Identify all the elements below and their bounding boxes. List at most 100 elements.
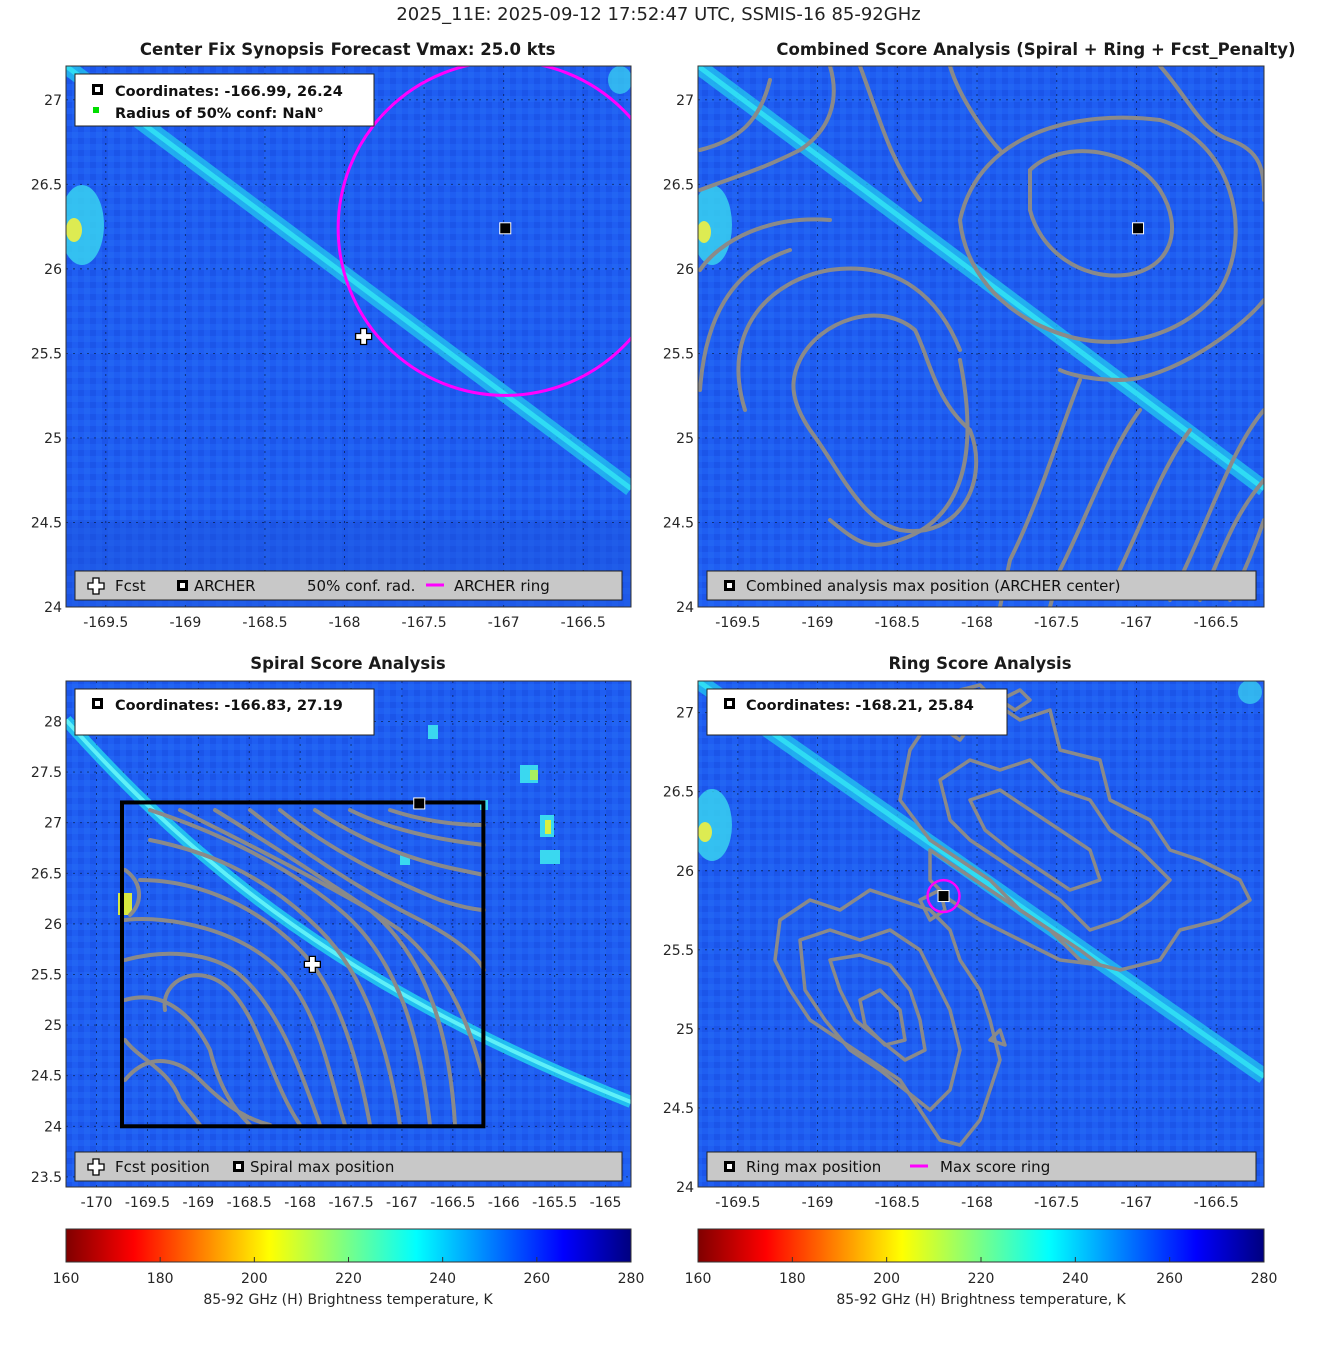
max-score-ring (926, 878, 961, 914)
x-tick-label: -167 (488, 615, 520, 631)
info-green-dot-icon (93, 107, 99, 113)
colorbar-tick-label: 200 (873, 1271, 900, 1287)
spiral-legend (74, 1151, 623, 1182)
x-tick-label: -166 (488, 1195, 520, 1211)
synopsis-warm-core (66, 218, 82, 242)
legend-archer-ring: ARCHER ring (454, 577, 550, 595)
combined-contour (948, 66, 1002, 152)
spiral-contour (123, 995, 252, 1127)
synopsis-cold-band-core (66, 66, 631, 491)
y-tick-label: 25.5 (31, 346, 62, 362)
spiral-contour (388, 808, 486, 827)
spiral-contour (213, 808, 486, 1082)
legend-fcst: Fcst (115, 577, 146, 595)
synopsis-title-right: Forecast Vmax: 25.0 kts (331, 40, 556, 59)
ring-contour (773, 888, 1002, 1147)
ring-ticks: -169.5 -169 -168.5 -168 -167.5 -167 -166.5 24 24… (663, 706, 1239, 1211)
ring-title: Ring Score Analysis (888, 654, 1071, 673)
spiral-field (66, 681, 631, 1187)
legend-fcst-position-icon (87, 1158, 105, 1176)
x-tick-label: -169.5 (125, 1195, 170, 1211)
colorbar-left-ticks: 160 180 200 220 240 260 280 (53, 1257, 645, 1287)
combined-contour (698, 248, 792, 392)
combined-contour (1058, 298, 1264, 383)
ring-contour (918, 888, 947, 922)
spiral-contours (123, 808, 486, 1127)
spiral-ticks: -170 -169.5 -169 -168.5 -168 -167.5 -167 -166.5… (31, 714, 622, 1211)
y-tick-label: 24.5 (31, 515, 62, 531)
legend-ring-max: Ring max position (746, 1158, 881, 1176)
y-tick-label: 26.5 (31, 177, 62, 193)
colorbar-tick-label: 240 (429, 1271, 456, 1287)
y-tick-label: 24 (44, 600, 62, 616)
spiral-contour (123, 868, 141, 917)
x-tick-label: -170 (81, 1195, 113, 1211)
y-tick-label: 26 (676, 864, 694, 880)
ring-info-box (706, 688, 1008, 736)
x-tick-label: -168 (329, 615, 361, 631)
x-tick-label: -166.5 (1194, 1195, 1239, 1211)
spiral-speckle (530, 770, 538, 780)
colorbar-right-ticks: 160 180 200 220 240 260 280 (685, 1257, 1278, 1287)
spiral-contour (148, 838, 402, 1127)
x-tick-label: -166.5 (1194, 615, 1239, 631)
x-tick-label: -168 (284, 1195, 316, 1211)
synopsis-coordinates: Coordinates: -166.99, 26.24 (115, 84, 343, 100)
synopsis-info-box (74, 73, 375, 127)
colorbar-tick-label: 280 (1251, 1271, 1278, 1287)
y-tick-label: 27.5 (31, 765, 62, 781)
y-tick-label: 26 (676, 262, 694, 278)
colorbar-right: 160 180 200 220 240 260 280 85-92 GHz (H) Brig… (685, 1228, 1278, 1308)
spiral-contour (278, 808, 486, 912)
ring-legend (706, 1151, 1257, 1182)
combined-contour (698, 66, 836, 192)
synopsis-field (66, 66, 631, 607)
spiral-panel: -170 -169.5 -169 -168.5 -168 -167.5 -167 -166.5… (31, 680, 632, 1211)
x-tick-label: -169 (802, 615, 834, 631)
archer-ring (336, 66, 631, 397)
colorbar-right-label: 85-92 GHz (H) Brightness temperature, K (836, 1292, 1126, 1308)
ring-contour (998, 688, 1032, 712)
legend-combined-max: Combined analysis max position (ARCHER c… (746, 577, 1120, 595)
colorbar-tick-label: 260 (523, 1271, 550, 1287)
legend-fcst-cross-icon (87, 577, 105, 595)
spiral-contour (248, 808, 486, 972)
ring-contour (938, 758, 1172, 932)
synopsis-corner-patch (608, 66, 631, 94)
colorbar-tick-label: 180 (147, 1271, 174, 1287)
y-tick-label: 26 (44, 262, 62, 278)
y-tick-label: 27 (44, 93, 62, 109)
synopsis-legend (74, 570, 623, 601)
y-tick-label: 28 (44, 714, 62, 730)
spiral-speckle (428, 725, 438, 739)
x-tick-label: -167 (1121, 615, 1153, 631)
x-tick-label: -168 (961, 1195, 993, 1211)
y-tick-label: 25.5 (31, 967, 62, 983)
ring-contour (798, 928, 962, 1112)
ring-contour (968, 788, 1102, 892)
spiral-contour (162, 973, 302, 1127)
synopsis-ticks: -169.5 -169 -168.5 -168 -167.5 -167 -166.5 24 24… (31, 93, 606, 631)
y-tick-label: 26 (44, 917, 62, 933)
colorbar-left-label: 85-92 GHz (H) Brightness temperature, K (203, 1292, 493, 1308)
legend-archer-square-hole (180, 583, 185, 588)
legend-ring-square-hole (727, 1164, 732, 1169)
spiral-contour (348, 808, 486, 847)
y-tick-label: 25.5 (663, 346, 694, 362)
spiral-contour (313, 808, 486, 877)
spiral-forecast-marker (303, 955, 322, 974)
ring-contour (928, 848, 1102, 967)
x-tick-label: -168.5 (242, 615, 287, 631)
combined-contour (998, 378, 1082, 607)
combined-contour (858, 66, 922, 202)
figure-title: 2025_11E: 2025-09-12 17:52:47 UTC, SSMIS… (396, 4, 921, 25)
x-tick-label: -168 (961, 615, 993, 631)
colorbar-tick-label: 280 (618, 1271, 645, 1287)
combined-panel: -169.5 -169 -168.5 -168 -167.5 -167 -166.5 24 24… (663, 65, 1265, 631)
spiral-contour (123, 951, 322, 1127)
x-tick-label: -167.5 (1034, 615, 1079, 631)
y-tick-label: 23.5 (31, 1170, 62, 1186)
forecast-position-marker (354, 327, 373, 346)
synopsis-grid (66, 66, 631, 607)
